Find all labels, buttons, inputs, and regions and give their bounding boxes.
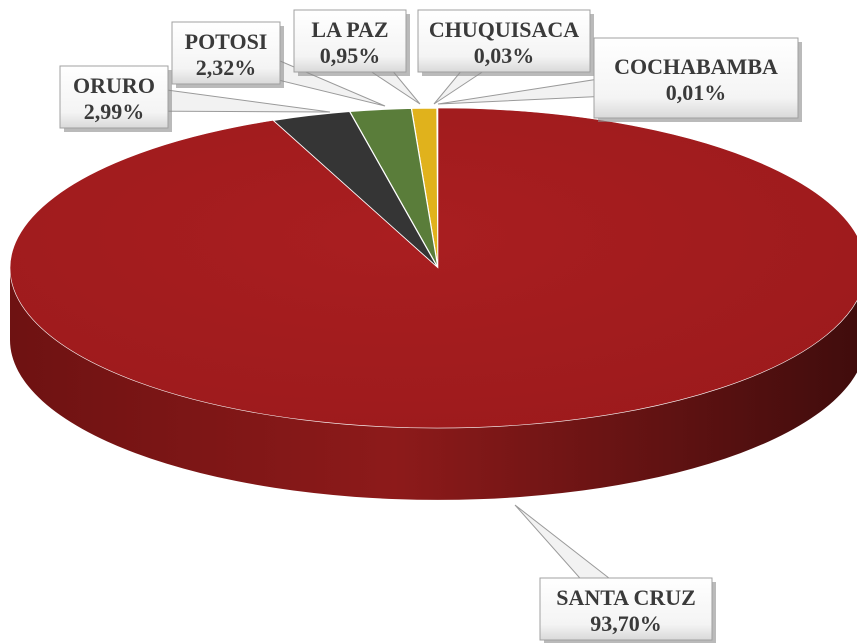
value-label-santa-cruz: 93,70% xyxy=(590,611,662,636)
value-label-cochabamba: 0,01% xyxy=(666,80,727,105)
category-label-cochabamba: COCHABAMBA xyxy=(614,54,778,79)
pie-slices xyxy=(9,107,857,429)
callout-box-chuquisaca xyxy=(417,9,591,73)
category-label-chuquisaca: CHUQUISACA xyxy=(429,17,579,42)
value-label-oruro: 2,99% xyxy=(84,99,145,124)
value-label-la-paz: 0,95% xyxy=(320,43,381,68)
category-label-la-paz: LA PAZ xyxy=(311,17,388,42)
category-label-santa-cruz: SANTA CRUZ xyxy=(556,585,696,610)
callout-box-potosi xyxy=(171,21,281,85)
callout-box-cochabamba xyxy=(593,37,799,119)
value-label-potosi: 2,32% xyxy=(196,55,257,80)
pie-side-wall xyxy=(10,268,857,500)
pie-side-santa-cruz xyxy=(10,268,857,500)
callout-box-la-paz xyxy=(293,9,407,73)
value-label-chuquisaca: 0,03% xyxy=(474,43,535,68)
callout-box-oruro xyxy=(59,65,169,129)
pie-slice-santa-cruz xyxy=(9,107,857,429)
callout-box-santa-cruz xyxy=(539,577,713,641)
category-label-oruro: ORURO xyxy=(73,73,155,98)
category-label-potosi: POTOSI xyxy=(185,29,268,54)
